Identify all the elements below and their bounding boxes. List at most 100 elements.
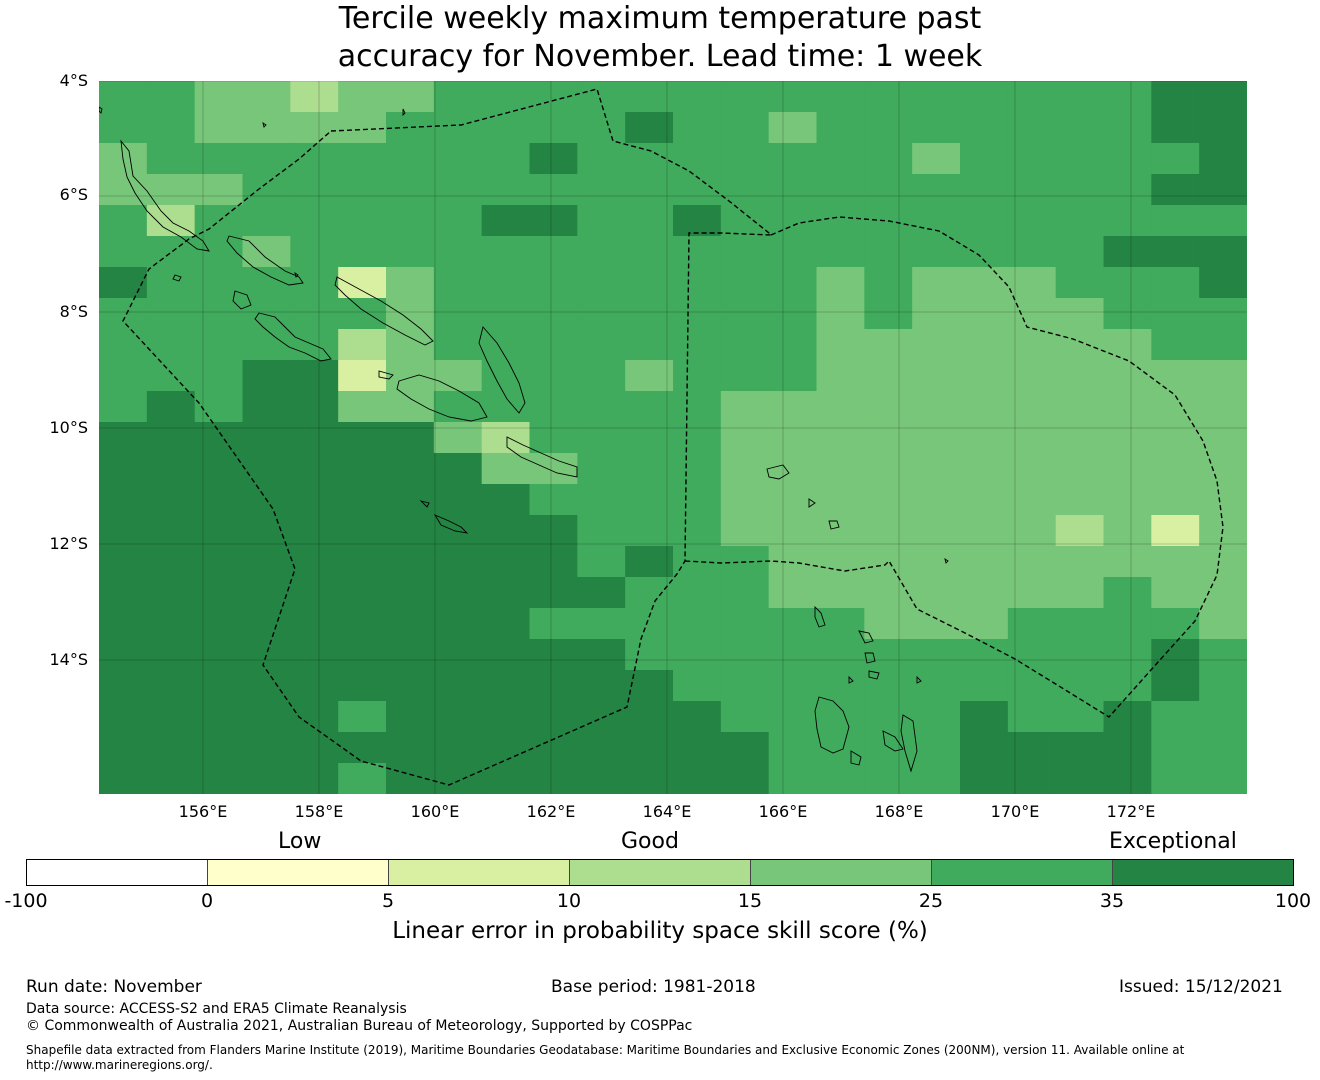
skill-cell bbox=[1007, 329, 1057, 361]
skill-cell bbox=[1007, 453, 1057, 485]
skill-cell bbox=[194, 763, 244, 794]
skill-cell bbox=[720, 515, 770, 547]
skill-cell bbox=[864, 484, 913, 516]
skill-cell bbox=[194, 422, 244, 454]
skill-cell bbox=[1007, 732, 1057, 764]
skill-cell bbox=[720, 81, 770, 113]
lat-label-12s: 12°S bbox=[49, 534, 88, 553]
skill-cell bbox=[864, 577, 913, 609]
skill-cell bbox=[99, 298, 148, 330]
skill-cell bbox=[912, 763, 961, 794]
skill-cell bbox=[577, 670, 626, 702]
skill-cell bbox=[481, 298, 531, 330]
skill-cell bbox=[1055, 701, 1105, 733]
skill-cell bbox=[816, 670, 865, 702]
coastline-vanuatu-north bbox=[814, 605, 880, 680]
skill-cell bbox=[816, 763, 865, 794]
skill-cell bbox=[529, 329, 578, 361]
skill-cell bbox=[625, 639, 674, 671]
coastline-guadalcanal bbox=[396, 374, 488, 422]
skill-cell bbox=[673, 422, 722, 454]
eez-boundaries bbox=[122, 88, 1224, 786]
skill-cell bbox=[673, 701, 722, 733]
skill-cell bbox=[242, 143, 291, 175]
skill-cell bbox=[1055, 267, 1105, 299]
skill-cell bbox=[481, 143, 531, 175]
skill-cell bbox=[1151, 732, 1200, 764]
coastline-efate bbox=[850, 750, 862, 766]
skill-cell bbox=[1007, 670, 1057, 702]
skill-cell bbox=[673, 112, 722, 144]
skill-cell bbox=[960, 298, 1009, 330]
skill-cell bbox=[720, 701, 770, 733]
skill-cell bbox=[1199, 267, 1247, 299]
skill-cell bbox=[768, 577, 818, 609]
skill-cell bbox=[577, 546, 626, 578]
skill-cell bbox=[481, 267, 531, 299]
skill-cell bbox=[481, 577, 531, 609]
skill-cell bbox=[338, 236, 387, 268]
skill-cell bbox=[433, 391, 483, 423]
skill-cell bbox=[912, 267, 961, 299]
skill-cell bbox=[960, 701, 1009, 733]
skill-cell bbox=[338, 112, 387, 144]
skill-cell bbox=[720, 391, 770, 423]
skill-cell bbox=[1055, 112, 1105, 144]
skill-cell bbox=[1151, 701, 1200, 733]
skill-cell bbox=[577, 577, 626, 609]
skill-cell bbox=[1055, 298, 1105, 330]
skill-cell bbox=[1199, 422, 1247, 454]
skill-cell bbox=[433, 484, 483, 516]
coastline-bougainville bbox=[120, 139, 210, 252]
skill-cell bbox=[386, 422, 435, 454]
colorbar-segment-1 bbox=[208, 860, 389, 885]
skill-cell bbox=[1007, 360, 1057, 392]
lon-label-172e: 172°E bbox=[1106, 802, 1156, 821]
skill-cell bbox=[1055, 81, 1105, 113]
skill-cell bbox=[673, 81, 722, 113]
skill-cell bbox=[577, 298, 626, 330]
skill-cell bbox=[720, 360, 770, 392]
skill-cell bbox=[481, 112, 531, 144]
skill-cell bbox=[960, 174, 1009, 206]
skill-cell bbox=[577, 484, 626, 516]
skill-cell bbox=[1103, 639, 1152, 671]
skill-cell bbox=[1151, 112, 1200, 144]
lat-label-6s: 6°S bbox=[59, 185, 88, 204]
skill-cell bbox=[1151, 608, 1200, 640]
skill-cell bbox=[1103, 236, 1152, 268]
skill-cell bbox=[194, 329, 244, 361]
skill-cell bbox=[768, 732, 818, 764]
skill-cell bbox=[673, 763, 722, 794]
coastline-makira bbox=[506, 436, 578, 478]
skill-cell bbox=[577, 453, 626, 485]
skill-cell bbox=[768, 608, 818, 640]
skill-cell bbox=[864, 515, 913, 547]
skill-cell bbox=[1055, 422, 1105, 454]
skill-cell bbox=[1199, 453, 1247, 485]
skill-cell bbox=[625, 732, 674, 764]
skill-cell bbox=[433, 329, 483, 361]
skill-cell bbox=[768, 298, 818, 330]
coastlines bbox=[99, 106, 949, 773]
coastline-santa-isabel bbox=[334, 276, 434, 346]
skill-cell bbox=[625, 391, 674, 423]
skill-cell bbox=[1055, 174, 1105, 206]
skill-cell bbox=[864, 422, 913, 454]
skill-cell bbox=[960, 577, 1009, 609]
skill-cell bbox=[816, 577, 865, 609]
skill-cell bbox=[242, 174, 291, 206]
skill-cell bbox=[625, 515, 674, 547]
skill-cell bbox=[338, 670, 387, 702]
skill-cell bbox=[960, 112, 1009, 144]
skill-cell bbox=[242, 205, 291, 237]
skill-cell bbox=[577, 732, 626, 764]
skill-cell bbox=[529, 174, 578, 206]
skill-cell bbox=[529, 267, 578, 299]
skill-cell bbox=[1199, 639, 1247, 671]
colorbar-tick-5: 25 bbox=[918, 890, 944, 912]
skill-cell bbox=[290, 174, 339, 206]
skill-cell bbox=[912, 112, 961, 144]
skill-cell bbox=[433, 360, 483, 392]
skill-cell bbox=[99, 329, 148, 361]
